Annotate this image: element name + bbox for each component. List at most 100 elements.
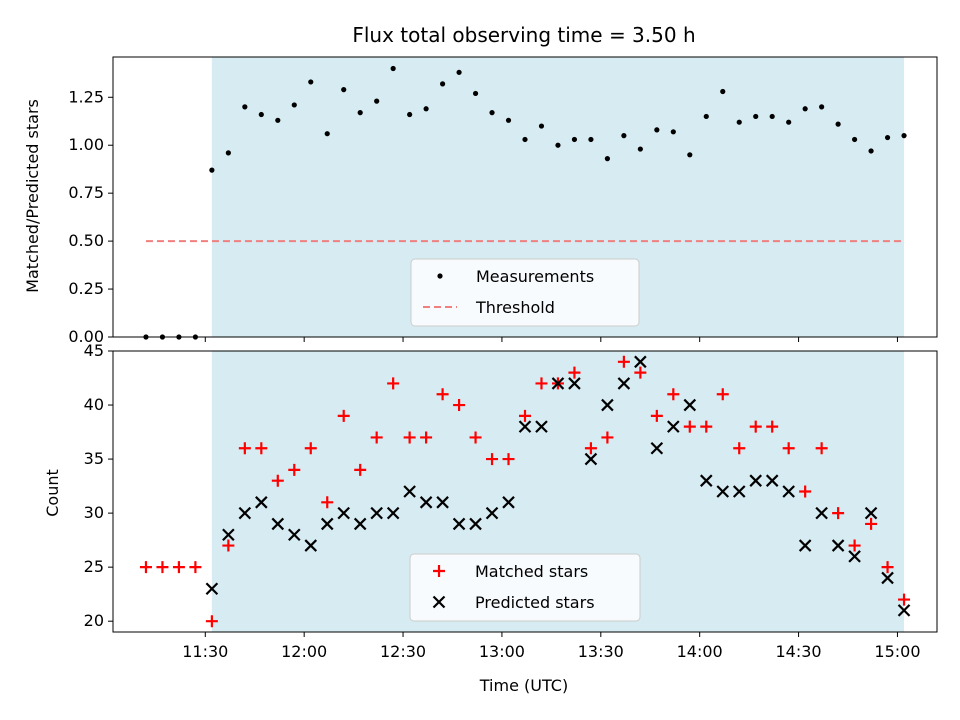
bottom-plot-marks [139, 355, 911, 628]
predicted-star-point [782, 485, 795, 498]
matched-star-point [387, 377, 400, 390]
predicted-star-point [897, 604, 911, 617]
measurement-point [390, 65, 396, 72]
measurement-point [901, 133, 907, 139]
top-legend: Measurements Threshold [410, 258, 640, 327]
measurement-point [786, 119, 792, 125]
measurement-point [423, 106, 429, 112]
measurement-point [852, 136, 858, 143]
matched-star-point [222, 539, 235, 552]
matched-star-point [370, 431, 383, 444]
predicted-star-point [749, 474, 762, 487]
matched-star-point [667, 388, 680, 401]
top-x-axis-ticks [204, 337, 898, 342]
measurement-point [753, 113, 759, 120]
legend-label: Threshold [475, 298, 555, 317]
bottom-y-axis-ticks: 20 25 30 35 40 45 [84, 341, 113, 630]
measurement-point [654, 127, 660, 133]
bottom-x-axis-ticks: 11:30 12:00 12:30 13:00 13:30 14:00 14:30 15:00 [182, 632, 921, 661]
matched-star-point [733, 442, 746, 455]
predicted-star-point [700, 474, 713, 487]
legend-label: Predicted stars [475, 593, 595, 612]
measurement-point [868, 148, 874, 154]
predicted-star-point [403, 485, 416, 498]
measurement-point [242, 104, 248, 110]
predicted-star-point [271, 517, 285, 531]
predicted-star-point [419, 496, 433, 509]
y-tick-label: 40 [84, 395, 104, 414]
predicted-star-point [320, 517, 334, 531]
predicted-star-point [617, 377, 631, 390]
matched-star-point [139, 561, 152, 574]
matched-star-point [486, 453, 499, 466]
legend-predicted-swatch [432, 595, 446, 609]
matched-star-point [403, 431, 416, 444]
matched-star-point [304, 442, 317, 455]
y-tick-label: 0.75 [68, 183, 104, 202]
matched-star-point [601, 431, 614, 444]
x-tick-label: 14:30 [776, 642, 822, 661]
bottom-legend: Matched stars Predicted stars [409, 553, 641, 622]
measurement-point [588, 136, 594, 143]
matched-star-point [815, 442, 828, 455]
predicted-star-point [634, 355, 647, 369]
predicted-star-point [238, 506, 252, 520]
matched-star-point [634, 366, 647, 379]
legend-label: Matched stars [475, 562, 588, 581]
matched-star-point [354, 463, 367, 476]
matched-star-point [716, 388, 729, 401]
matched-star-point [436, 388, 449, 401]
predicted-star-point [452, 517, 466, 531]
matched-star-point [288, 463, 301, 476]
y-tick-label: 25 [84, 557, 104, 576]
y-tick-label: 35 [84, 449, 104, 468]
top-y-axis-ticks: 0.00 0.25 0.50 0.75 1.00 1.25 [68, 87, 113, 346]
predicted-star-point [815, 506, 828, 520]
predicted-star-point [650, 441, 664, 455]
measurement-point [835, 121, 841, 127]
matched-star-point [469, 431, 482, 444]
y-tick-label: 1.25 [68, 87, 104, 106]
x-tick-label: 14:00 [677, 642, 723, 661]
legend-measurement-swatch [437, 273, 443, 279]
measurement-point [505, 117, 512, 123]
measurement-point [341, 87, 347, 93]
matched-star-point [156, 561, 169, 574]
predicted-star-point [205, 582, 219, 596]
matched-star-point [749, 420, 762, 433]
predicted-star-point [304, 539, 318, 552]
matched-star-point [519, 409, 531, 422]
predicted-star-point [353, 517, 367, 531]
y-tick-label: 0.50 [68, 231, 104, 250]
matched-star-point [420, 431, 433, 444]
matched-star-point [238, 442, 251, 455]
measurement-point [275, 117, 281, 123]
legend-box [409, 553, 641, 622]
measurement-point [472, 90, 479, 97]
predicted-star-point [667, 420, 680, 433]
predicted-star-point [848, 550, 861, 563]
y-tick-label: 0.00 [68, 327, 104, 346]
matched-star-point [848, 539, 861, 552]
bottom-plot-frame [112, 350, 938, 633]
matched-star-point [898, 593, 911, 606]
measurement-point [258, 111, 264, 118]
measurement-point [374, 98, 380, 104]
predicted-star-point [864, 506, 878, 520]
legend-box [410, 258, 640, 327]
matched-star-point [617, 355, 630, 368]
measurement-point [456, 69, 462, 75]
measurement-point [621, 133, 627, 139]
measurement-point [884, 134, 891, 141]
top-y-axis-label: Matched/Predicted stars [23, 99, 42, 293]
predicted-star-point [222, 528, 235, 542]
measurement-point [720, 88, 726, 95]
predicted-star-point [288, 528, 301, 542]
matched-star-point [568, 366, 581, 379]
top-plot-marks [143, 65, 907, 340]
top-plot-panel: 0.00 0.25 0.50 0.75 1.00 1.25 Flux total obse… [23, 23, 938, 346]
measurement-point [555, 142, 561, 148]
matched-star-point [766, 420, 779, 433]
measurement-point [571, 136, 578, 143]
